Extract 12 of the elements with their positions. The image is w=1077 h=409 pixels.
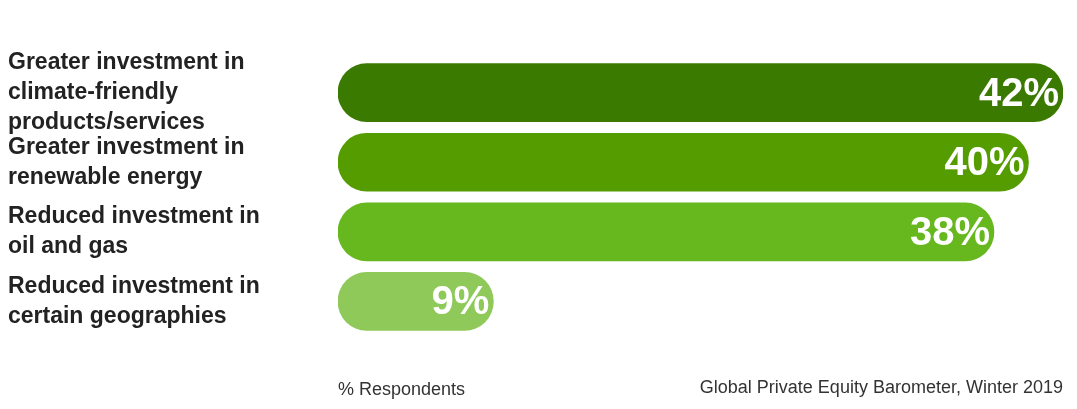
data-label: 42% — [978, 69, 1059, 114]
bar — [338, 63, 1063, 123]
y-tick-label: Reduced investment in oil and gas — [8, 202, 260, 259]
data-label: 9% — [431, 278, 490, 323]
data-label: 40% — [944, 139, 1025, 184]
bar — [338, 132, 1029, 192]
y-tick-label: Reduced investment in certain geographies — [8, 271, 260, 328]
text: Global Private Equity Barometer, Winter 2019 — [699, 376, 1063, 397]
x-axis-title: % Respondents — [338, 378, 466, 399]
y-tick-label: Greater investment in climate-friendly products/services — [8, 48, 245, 134]
data-label: 38% — [909, 208, 990, 253]
bar — [338, 202, 995, 262]
